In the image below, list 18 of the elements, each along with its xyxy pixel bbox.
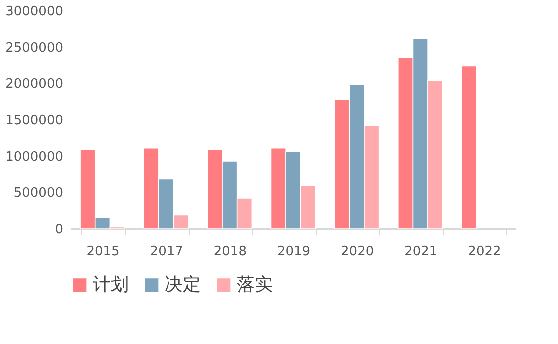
y-tick-label: 0 (55, 222, 64, 238)
y-tick-label: 3000000 (6, 4, 64, 20)
legend-label: 落实 (237, 274, 273, 296)
legend-label: 计划 (93, 274, 129, 296)
x-tick-label: 2019 (277, 244, 311, 260)
x-tick-label: 2020 (341, 244, 374, 260)
x-tick-label: 2022 (468, 244, 502, 260)
bar (462, 66, 478, 230)
y-tick-label: 1000000 (6, 150, 64, 165)
x-tick-label: 2021 (404, 244, 438, 260)
y-tick-label: 2500000 (6, 40, 64, 56)
y-tick-label: 500000 (14, 186, 64, 202)
x-tick-label: 2017 (150, 244, 184, 260)
y-tick-label: 1500000 (6, 114, 64, 128)
x-tick-label: 2015 (86, 244, 120, 260)
x-tick-label: 2018 (214, 244, 247, 260)
legend-label: 决定 (165, 274, 201, 296)
y-tick-label: 2000000 (6, 77, 64, 92)
